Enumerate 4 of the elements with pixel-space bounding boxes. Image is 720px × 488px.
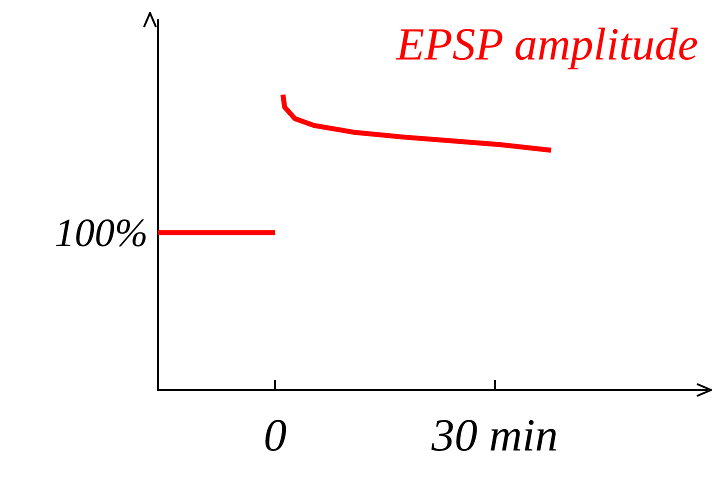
- chart-title: EPSP amplitude: [395, 18, 698, 70]
- x-tick-label: 0: [264, 410, 287, 460]
- x-tick-label: 30 min: [430, 410, 558, 460]
- annotation: 100%: [54, 210, 148, 256]
